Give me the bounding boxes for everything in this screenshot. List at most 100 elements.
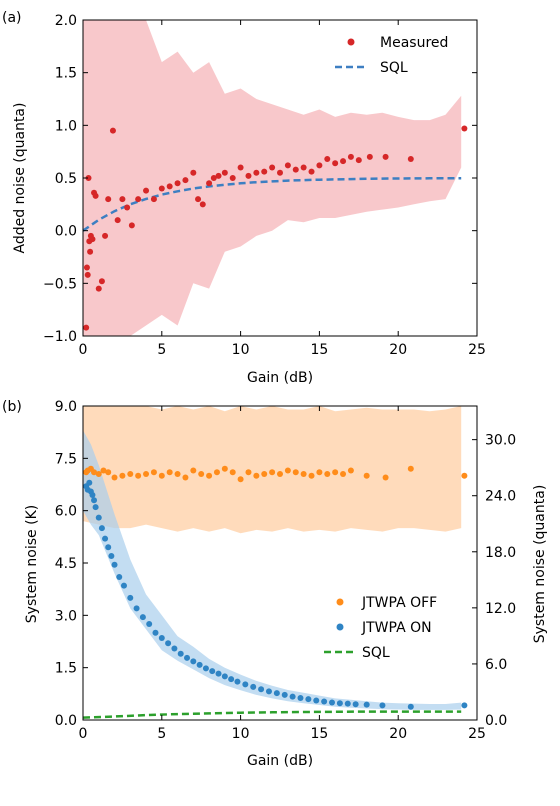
measured-point — [245, 172, 252, 179]
jtwpa-on-point — [177, 650, 184, 657]
jtwpa-on-point — [105, 544, 112, 551]
jtwpa-on-point — [108, 553, 115, 560]
jtwpa-off-point — [363, 472, 370, 479]
jtwpa-off-point — [269, 469, 276, 476]
measured-point — [119, 196, 126, 203]
measured-point — [215, 172, 222, 179]
x-tick-label: 5 — [157, 726, 166, 742]
jtwpa-on-point — [344, 700, 351, 707]
x-tick-label: 25 — [468, 726, 486, 742]
jtwpa-off-point — [119, 472, 126, 479]
sql-line-b — [82, 710, 462, 719]
jtwpa-off-point — [100, 467, 107, 474]
y-tick-label: 1.5 — [55, 661, 77, 677]
measured-point — [182, 177, 189, 184]
legend-off-marker — [336, 598, 344, 606]
jtwpa-on-point — [281, 691, 288, 698]
jtwpa-on-point — [127, 594, 134, 601]
jtwpa-off-point — [237, 476, 244, 483]
y-tick-label: 7.5 — [55, 451, 77, 467]
jtwpa-on-point — [202, 665, 209, 672]
measured-point — [87, 248, 94, 255]
jtwpa-off-point — [461, 472, 468, 479]
y-tick-label: −0.5 — [43, 276, 77, 292]
measured-point — [340, 158, 347, 165]
y-tick-label: −1.0 — [43, 329, 77, 345]
measured-point — [292, 166, 299, 173]
jtwpa-off-point — [166, 469, 173, 476]
jtwpa-off-point — [143, 471, 150, 478]
measured-point — [316, 162, 323, 169]
measured-point — [150, 196, 157, 203]
jtwpa-off-point — [190, 467, 197, 474]
jtwpa-on-point — [215, 670, 222, 677]
measured-point — [300, 164, 307, 171]
measured-point — [95, 285, 102, 292]
measured-point — [210, 175, 217, 181]
x-tick-label: 0 — [79, 726, 88, 742]
jtwpa-off-point — [127, 471, 134, 478]
jtwpa-on-point — [111, 561, 118, 568]
jtwpa-on-point — [228, 676, 235, 683]
jtwpa-on-point — [171, 645, 178, 652]
y-tick-label: 0.0 — [55, 224, 77, 240]
measured-point — [229, 175, 236, 181]
panel-a-y-axis-label: Added noise (quanta) — [12, 103, 28, 254]
y-tick-label: 6.0 — [55, 504, 77, 520]
x-tick-label: 15 — [310, 726, 328, 742]
right-y-tick-label: 0.0 — [485, 713, 507, 729]
jtwpa-on-point — [329, 699, 336, 706]
y-tick-label: 0.5 — [55, 171, 77, 187]
measured-point — [114, 217, 121, 224]
panel-b-x-axis-label: Gain (dB) — [247, 753, 313, 769]
measured-point — [195, 196, 202, 203]
measured-point — [461, 125, 468, 132]
jtwpa-on-point — [379, 702, 386, 709]
x-tick-label: 5 — [157, 342, 166, 358]
measured-point — [158, 185, 165, 192]
jtwpa-off-point — [300, 471, 307, 478]
jtwpa-off-point — [332, 469, 339, 476]
jtwpa-on-point — [305, 696, 312, 703]
jtwpa-on-band — [83, 430, 462, 710]
measured-point — [199, 201, 206, 208]
jtwpa-on-point — [258, 686, 265, 693]
jtwpa-on-point — [92, 504, 99, 511]
jtwpa-on-point — [250, 683, 257, 690]
jtwpa-on-point — [102, 535, 109, 542]
x-tick-label: 25 — [468, 342, 486, 358]
jtwpa-on-point — [133, 605, 140, 612]
panel-a-label: (a) — [2, 10, 22, 26]
measured-point — [332, 160, 339, 167]
jtwpa-on-point — [242, 681, 249, 688]
jtwpa-on-point — [116, 573, 123, 580]
measured-point — [284, 162, 291, 169]
jtwpa-on-point — [313, 697, 320, 704]
right-y-tick-label: 30.0 — [485, 433, 516, 449]
jtwpa-on-point — [234, 678, 241, 685]
jtwpa-off-point — [198, 471, 205, 478]
sql-line-a — [82, 176, 462, 232]
jtwpa-on-point — [265, 688, 272, 695]
x-tick-label: 20 — [389, 726, 407, 742]
panel-a-legend: Measured SQL — [335, 35, 448, 76]
measured-point — [109, 127, 116, 134]
jtwpa-on-point — [407, 703, 414, 710]
jtwpa-off-point — [158, 472, 165, 479]
x-tick-label: 0 — [79, 342, 88, 358]
measured-point — [166, 183, 173, 190]
jtwpa-off-point — [174, 471, 181, 478]
measured-point — [269, 164, 276, 171]
measured-point — [89, 236, 96, 243]
jtwpa-off-point — [316, 469, 323, 476]
jtwpa-off-point — [277, 471, 283, 478]
jtwpa-on-point — [190, 658, 197, 665]
jtwpa-on-point — [158, 635, 165, 642]
jtwpa-on-point — [139, 614, 146, 621]
measured-point — [347, 153, 354, 160]
jtwpa-off-point — [105, 469, 112, 476]
jtwpa-off-point — [253, 472, 260, 479]
jtwpa-off-point — [95, 471, 102, 478]
measured-point — [143, 187, 150, 194]
